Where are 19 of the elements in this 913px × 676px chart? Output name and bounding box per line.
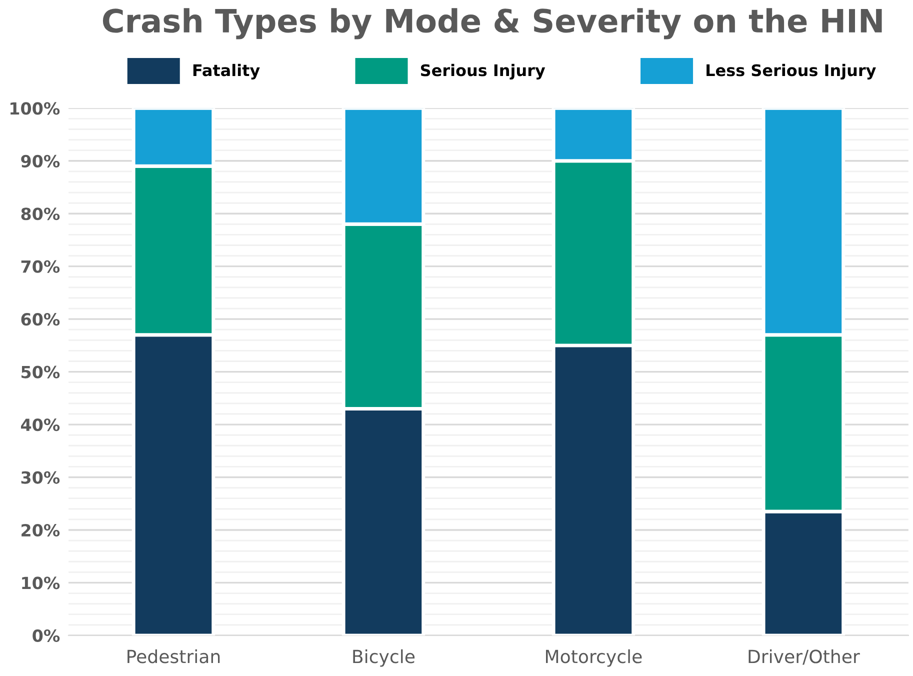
legend-label: Serious Injury — [420, 64, 546, 80]
y-tick-label: 30% — [21, 471, 60, 484]
legend-label: Fatality — [193, 64, 260, 80]
y-tick-label: 50% — [22, 366, 60, 378]
x-tick-label: Driver/Other — [748, 649, 860, 665]
y-tick-label: 100% — [10, 102, 60, 115]
chart-title: Crash Types by Mode & Severity on the HIN — [102, 8, 882, 40]
y-tick-label: 80% — [21, 208, 60, 220]
x-tick-label: Motorcycle — [546, 649, 642, 667]
y-tick-label: 40% — [21, 418, 60, 432]
x-tick-label: Bicycle — [353, 649, 415, 667]
y-tick-label: 70% — [21, 260, 60, 273]
y-tick-label: 60% — [21, 313, 60, 326]
y-tick-label: 90% — [21, 154, 60, 168]
legend-label: Less Serious Injury — [706, 64, 876, 80]
x-tick-label: Pedestrian — [128, 649, 220, 664]
y-tick-label: 10% — [22, 576, 60, 590]
y-tick-label: 0% — [32, 629, 60, 642]
y-tick-label: 20% — [22, 524, 60, 537]
